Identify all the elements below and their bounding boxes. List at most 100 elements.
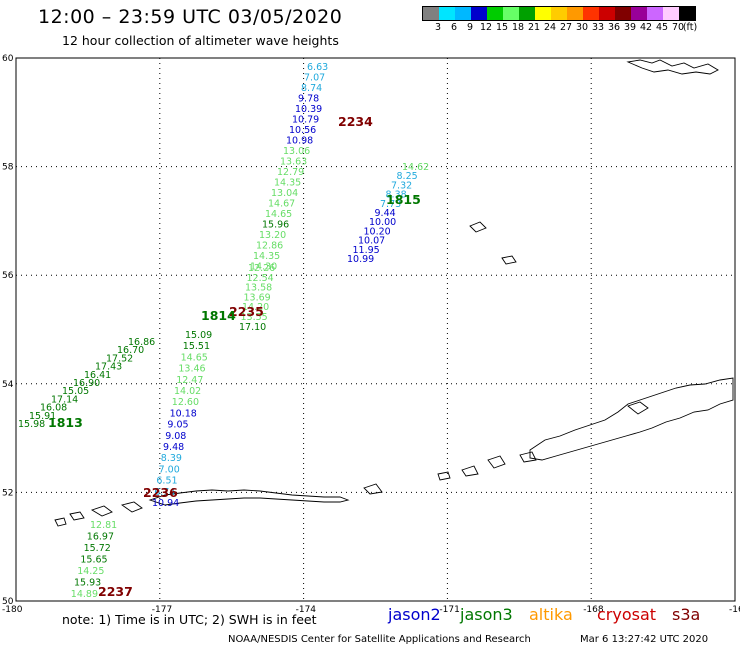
wave-height-value: 7.73	[380, 199, 401, 210]
wave-height-value: 6.74	[154, 487, 175, 498]
color-scale-label: (ft)	[682, 22, 698, 33]
track-1815: 14.628.257.328.387.739.4410.0010.2010.07…	[152, 162, 429, 509]
wave-height-value: 13.06	[283, 146, 310, 157]
color-swatch	[679, 7, 695, 20]
wave-height-value: 15.91	[29, 411, 56, 422]
wave-height-value: 10.94	[152, 498, 179, 509]
wave-height-value: 10.79	[292, 115, 319, 126]
wave-height-value: 14.35	[274, 178, 301, 189]
color-swatch	[551, 7, 567, 20]
color-scale-label: 15	[495, 22, 509, 33]
map-title: 12:00 – 23:59 UTC 03/05/2020	[38, 6, 343, 28]
coastline	[54, 59, 734, 527]
track-2236: 2236	[143, 485, 178, 500]
color-swatch	[615, 7, 631, 20]
wave-height-value: 6.63	[307, 62, 328, 73]
landmass	[469, 221, 487, 233]
generation-timestamp: Mar 6 13:27:42 UTC 2020	[580, 634, 709, 645]
track-2234: 6.637.078.749.7810.3910.7910.5610.9813.0…	[250, 62, 373, 273]
longitude-label: -180	[2, 605, 23, 615]
track-1813: 16.8616.7017.5217.4316.4116.9015.0517.14…	[18, 337, 155, 430]
color-scale-label: 36	[607, 22, 621, 33]
landmass	[529, 377, 734, 461]
wave-height-value: 14.30	[250, 262, 277, 273]
color-swatch	[647, 7, 663, 20]
landmass	[461, 465, 479, 477]
color-scale-label: 33	[591, 22, 605, 33]
wave-height-value: 9.44	[375, 208, 396, 219]
landmass	[69, 511, 85, 521]
landmass	[148, 489, 350, 506]
latitude-label: 58	[2, 163, 14, 173]
wave-height-value: 16.41	[84, 370, 111, 381]
wave-height-value: 7.07	[304, 73, 325, 84]
wave-height-value: 15.98	[18, 419, 45, 430]
landmass	[627, 401, 649, 415]
wave-height-value: 16.90	[73, 378, 100, 389]
axis-labels: -180 -177 -174 -171 -168 -165 60 58 56 54 52 50	[2, 54, 740, 615]
landmass	[487, 455, 506, 469]
map-subtitle: 12 hour collection of altimeter wave hei…	[62, 33, 339, 48]
wave-height-value: 8.25	[397, 171, 418, 182]
wave-height-value: 14.65	[265, 209, 292, 220]
landmass	[54, 517, 67, 527]
wave-height-value: 15.93	[74, 578, 101, 589]
wave-height-value: 10.98	[286, 136, 313, 147]
color-scale-label: 39	[623, 22, 637, 33]
wave-height-value: 7.00	[159, 464, 180, 475]
wave-height-value: 14.89	[71, 589, 98, 600]
color-swatch	[503, 7, 519, 20]
longitude-label: -174	[296, 605, 317, 615]
wave-height-value: 10.99	[347, 254, 374, 265]
color-swatch	[663, 7, 679, 20]
wave-height-value: 14.20	[242, 302, 269, 313]
footnote: note: 1) Time is in UTC; 2) SWH is in fe…	[62, 612, 317, 627]
wave-height-value: 9.05	[167, 420, 188, 431]
pass-time-label: 1815	[386, 192, 421, 207]
wave-height-value: 13.55	[241, 312, 268, 323]
color-scale-label: 42	[639, 22, 653, 33]
credit-line: NOAA/NESDIS Center for Satellite Applica…	[228, 634, 531, 645]
wave-height-value: 15.05	[62, 386, 89, 397]
color-swatch	[423, 7, 439, 20]
landmass	[626, 59, 719, 75]
latitude-label: 54	[2, 380, 14, 390]
wave-height-value: 10.07	[358, 236, 385, 247]
color-scale-label: 45	[655, 22, 669, 33]
color-scale-legend: 3 6 9 12 15 18 21 24 27 30 33 36 39 42 45 70 (ft)	[422, 6, 698, 36]
pass-time-label: 2237	[98, 584, 133, 599]
wave-height-value: 8.74	[301, 83, 322, 94]
color-swatch	[567, 7, 583, 20]
map-frame	[15, 57, 736, 602]
wave-height-value: 16.08	[40, 403, 67, 414]
wave-height-value: 17.43	[95, 362, 122, 373]
color-scale-label: 12	[479, 22, 493, 33]
wave-height-value: 7.32	[391, 180, 412, 191]
wave-height-value: 13.20	[259, 230, 286, 241]
wave-height-value: 15.96	[262, 220, 289, 231]
track-2235: 2235	[229, 304, 264, 319]
wave-height-value: 14.62	[402, 162, 429, 173]
color-swatch	[471, 7, 487, 20]
color-swatch	[599, 7, 615, 20]
wave-height-value: 14.02	[174, 386, 201, 397]
color-scale-label: 24	[543, 22, 557, 33]
color-scale-label: 70	[671, 22, 685, 33]
legend-jason2: jason2	[388, 605, 441, 624]
wave-height-value: 13.46	[178, 364, 205, 375]
color-swatch	[535, 7, 551, 20]
wave-height-value: 17.10	[239, 322, 266, 333]
wave-height-value: 12.47	[176, 375, 203, 386]
pass-time-label: 1814	[201, 308, 236, 323]
color-scale-label: 6	[450, 22, 458, 33]
wave-height-value: 13.58	[245, 283, 272, 294]
color-scale-label: 21	[527, 22, 541, 33]
wave-height-value: 17.52	[106, 353, 133, 364]
color-swatch	[455, 7, 471, 20]
wave-height-value: 14.67	[268, 199, 295, 210]
landmass	[437, 471, 451, 481]
color-scale-labels: 3 6 9 12 15 18 21 24 27 30 33 36 39 42 45 70 (ft)	[422, 22, 698, 36]
wave-height-value: 9.48	[163, 442, 184, 453]
color-swatch	[439, 7, 455, 20]
